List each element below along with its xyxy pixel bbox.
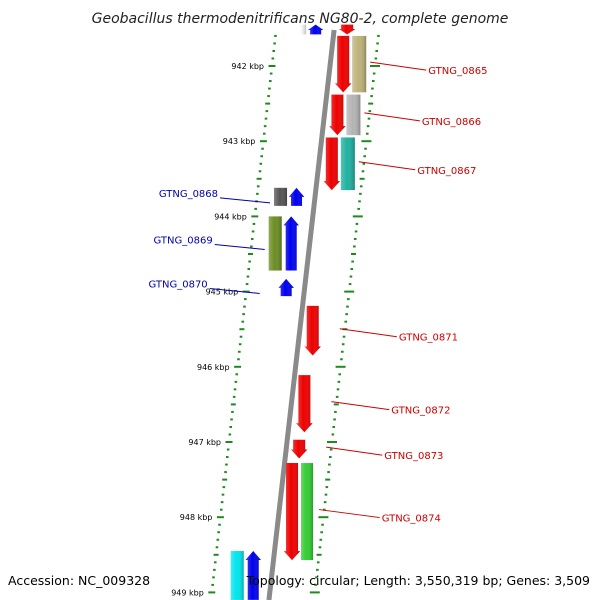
gene-label-gtng-0873: GTNG_0873: [326, 446, 443, 462]
svg-text:GTNG_0865: GTNG_0865: [428, 66, 487, 77]
gene-gtng-0874: [283, 463, 314, 561]
gene-label-gtng-0872: GTNG_0872: [331, 401, 450, 417]
gene-gtng-0868: [274, 187, 305, 206]
genome-summary-text: Topology: circular; Length: 3,550,319 bp…: [246, 573, 590, 588]
gene-label-gtng-0866: GTNG_0866: [364, 112, 481, 128]
svg-text:GTNG_0871: GTNG_0871: [399, 333, 458, 344]
gene-gtng-0873: [290, 439, 308, 459]
gene-label-gtng-0871: GTNG_0871: [339, 328, 458, 344]
gene-gtng-0871: [304, 305, 321, 356]
map-title: Geobacillus thermodenitrificans NG80-2, …: [92, 11, 509, 27]
gene-unlabeled: [293, 24, 324, 35]
accession-text: Accession: NC_009328: [8, 573, 151, 588]
svg-text:GTNG_0873: GTNG_0873: [384, 451, 443, 462]
kbp-tick-label: 947 kbp: [188, 438, 221, 447]
gene-gtng-0866: [329, 94, 361, 136]
svg-text:GTNG_0866: GTNG_0866: [422, 117, 481, 128]
gene-unlabeled: [338, 24, 356, 35]
backbone-layer: [266, 29, 337, 600]
gene-gtng-0867: [323, 137, 355, 191]
gene-label-gtng-0874: GTNG_0874: [318, 509, 441, 525]
gene-label-gtng-0868: GTNG_0868: [159, 189, 271, 204]
kbp-tick-label: 945 kbp: [206, 288, 239, 297]
gene-labels-layer: GTNG_0865 GTNG_0866 GTNG_0867 GTNG_0868 GTNG…: [148, 61, 487, 525]
gene-label-gtng-0870: GTNG_0870: [148, 279, 260, 294]
gene-gtng-0865: [335, 35, 367, 93]
gene-gtng-0872: [296, 375, 313, 433]
gene-gtng-0870: [278, 278, 294, 297]
kbp-tick-label: 944 kbp: [214, 212, 247, 221]
svg-text:GTNG_0872: GTNG_0872: [391, 406, 450, 417]
kbp-tick-label: 942 kbp: [231, 62, 264, 71]
gene-label-gtng-0865: GTNG_0865: [370, 61, 487, 77]
gene-gtng-0869: [268, 216, 299, 271]
svg-text:GTNG_0868: GTNG_0868: [159, 189, 218, 200]
kbp-tick-label: 946 kbp: [197, 363, 230, 372]
genome-backbone: [266, 29, 337, 600]
svg-text:GTNG_0869: GTNG_0869: [154, 235, 213, 246]
gene-label-gtng-0869: GTNG_0869: [154, 235, 265, 250]
gene-label-gtng-0867: GTNG_0867: [358, 161, 476, 177]
svg-text:GTNG_0874: GTNG_0874: [382, 514, 441, 525]
kbp-tick-label: 943 kbp: [223, 137, 256, 146]
svg-text:GTNG_0867: GTNG_0867: [417, 166, 476, 177]
kbp-tick-label: 949 kbp: [171, 588, 204, 597]
gene-unlabeled: [230, 551, 261, 600]
kbp-tick-label: 948 kbp: [180, 513, 213, 522]
svg-text:GTNG_0870: GTNG_0870: [148, 279, 207, 290]
genes-layer: [230, 24, 367, 600]
